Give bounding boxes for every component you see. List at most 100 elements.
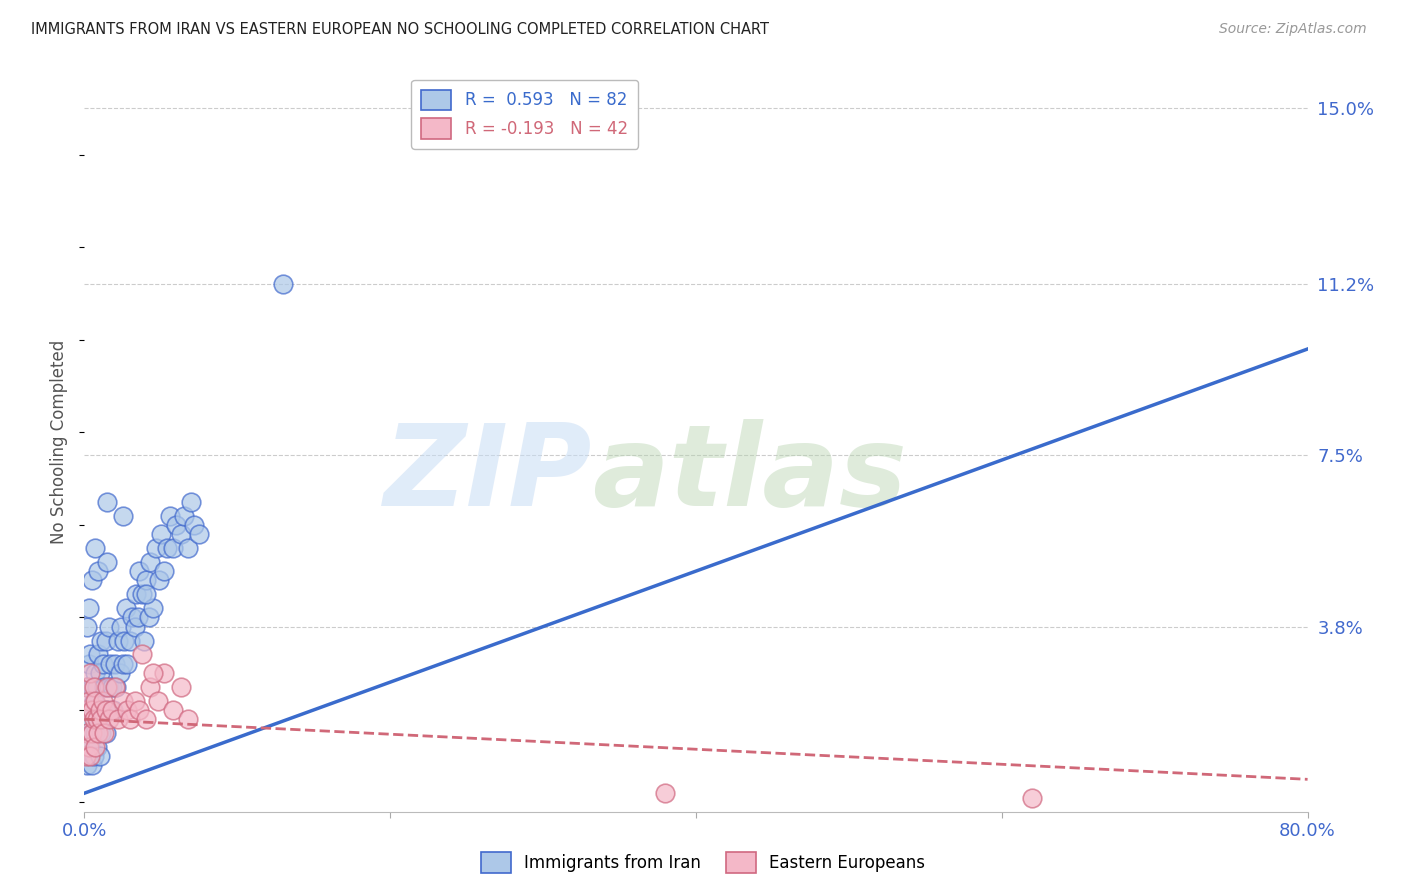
- Point: [156, 541, 179, 555]
- Point: [114, 601, 136, 615]
- Point: [90, 633, 112, 648]
- Point: [183, 517, 205, 532]
- Point: [80, 680, 103, 694]
- Point: [148, 574, 170, 588]
- Legend: R =  0.593   N = 82, R = -0.193   N = 42: R = 0.593 N = 82, R = -0.193 N = 42: [412, 79, 638, 149]
- Point: [124, 694, 146, 708]
- Point: [128, 564, 150, 578]
- Point: [77, 601, 100, 615]
- Point: [75, 703, 97, 717]
- Point: [80, 703, 103, 717]
- Y-axis label: No Schooling Completed: No Schooling Completed: [51, 340, 69, 543]
- Point: [108, 665, 131, 680]
- Point: [120, 712, 142, 726]
- Point: [77, 749, 100, 764]
- Point: [84, 694, 107, 708]
- Point: [80, 574, 103, 588]
- Point: [87, 648, 110, 662]
- Point: [112, 633, 135, 648]
- Point: [162, 541, 184, 555]
- Point: [135, 587, 157, 601]
- Point: [87, 564, 110, 578]
- Point: [131, 587, 153, 601]
- Point: [145, 541, 167, 555]
- Point: [115, 703, 138, 717]
- Point: [271, 277, 294, 292]
- Point: [103, 703, 125, 717]
- Point: [101, 680, 124, 694]
- Point: [110, 619, 132, 633]
- Point: [142, 601, 165, 615]
- Point: [173, 508, 195, 523]
- Point: [104, 680, 127, 694]
- Point: [94, 726, 117, 740]
- Point: [79, 703, 101, 717]
- Point: [91, 694, 114, 708]
- Point: [84, 739, 107, 754]
- Point: [188, 527, 211, 541]
- Point: [654, 786, 676, 800]
- Point: [93, 680, 115, 694]
- Point: [76, 619, 98, 633]
- Point: [76, 758, 98, 772]
- Point: [115, 657, 138, 671]
- Point: [132, 633, 155, 648]
- Point: [162, 703, 184, 717]
- Point: [139, 555, 162, 569]
- Point: [135, 574, 157, 588]
- Point: [87, 712, 110, 726]
- Point: [76, 726, 98, 740]
- Point: [96, 680, 118, 694]
- Point: [96, 703, 118, 717]
- Point: [79, 665, 101, 680]
- Point: [177, 712, 200, 726]
- Point: [91, 657, 114, 671]
- Point: [97, 619, 120, 633]
- Point: [83, 680, 105, 694]
- Point: [153, 665, 176, 680]
- Point: [89, 665, 111, 680]
- Point: [77, 712, 100, 726]
- Point: [105, 680, 128, 694]
- Point: [111, 694, 134, 708]
- Point: [90, 712, 112, 726]
- Point: [146, 694, 169, 708]
- Point: [97, 712, 120, 726]
- Point: [101, 703, 124, 717]
- Point: [107, 633, 129, 648]
- Text: ZIP: ZIP: [384, 419, 592, 531]
- Point: [124, 619, 146, 633]
- Point: [180, 494, 202, 508]
- Point: [75, 703, 97, 717]
- Point: [153, 564, 176, 578]
- Point: [76, 680, 98, 694]
- Point: [83, 694, 105, 708]
- Point: [90, 726, 112, 740]
- Point: [89, 749, 111, 764]
- Point: [91, 703, 114, 717]
- Point: [111, 657, 134, 671]
- Point: [125, 587, 148, 601]
- Point: [97, 680, 120, 694]
- Point: [94, 633, 117, 648]
- Point: [121, 610, 143, 624]
- Point: [89, 703, 111, 717]
- Point: [149, 527, 172, 541]
- Point: [128, 703, 150, 717]
- Point: [135, 712, 157, 726]
- Point: [80, 726, 103, 740]
- Point: [96, 494, 118, 508]
- Point: [86, 739, 108, 754]
- Point: [75, 749, 97, 764]
- Point: [127, 610, 149, 624]
- Point: [84, 665, 107, 680]
- Point: [170, 527, 193, 541]
- Point: [159, 508, 181, 523]
- Point: [93, 726, 115, 740]
- Point: [165, 517, 187, 532]
- Point: [1021, 790, 1043, 805]
- Point: [77, 657, 100, 671]
- Point: [77, 694, 100, 708]
- Point: [77, 739, 100, 754]
- Text: atlas: atlas: [592, 419, 907, 531]
